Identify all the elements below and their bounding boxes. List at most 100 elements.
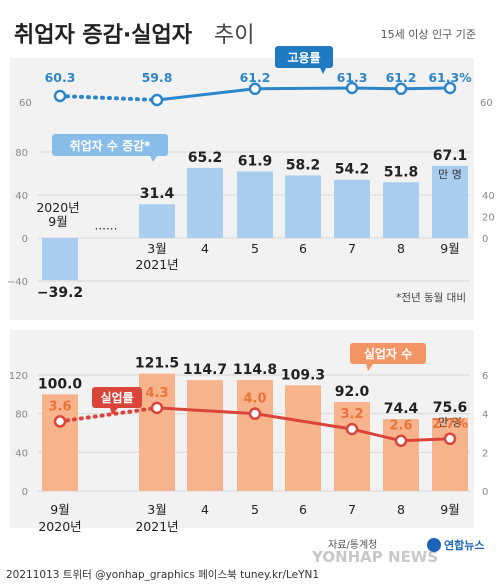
- employment-value-label: 51.8: [384, 164, 419, 180]
- gap-marker: ······: [95, 222, 118, 236]
- unemployment-rate-label: 4.3: [145, 386, 168, 401]
- rate-value-label: 61.3%: [428, 70, 472, 85]
- rate-value-label: 61.2: [240, 70, 271, 85]
- unemployment-value-label: 121.5: [135, 356, 179, 372]
- rate-value-label: 59.8: [142, 70, 173, 85]
- unemployment-y-tick: 80: [15, 410, 28, 421]
- footnote: *전년 동월 대비: [396, 292, 466, 304]
- unemployment-bar: [334, 402, 370, 491]
- unemployment-y-tick: 120: [9, 371, 28, 382]
- employment-unit-label: 만 명: [438, 168, 462, 181]
- employment-y-tick: −40: [7, 277, 28, 288]
- watermark: YONHAP NEWS: [311, 548, 438, 566]
- rate-value-label: 61.3: [337, 70, 368, 85]
- unemployment-rate-label: 2.6: [389, 419, 412, 434]
- unemployment-bar: [383, 419, 419, 491]
- employment-bar: [237, 171, 273, 238]
- logo-icon: [427, 538, 441, 552]
- rate-point: [394, 82, 408, 96]
- unemployment-rate-point: [443, 432, 457, 446]
- unemployment-rate-label: 3.6: [48, 399, 71, 414]
- rate-line-dotted: [58, 94, 159, 102]
- rate-legend-box: [275, 46, 333, 68]
- unemployment-rate-label: 2.7%: [432, 417, 468, 432]
- employment-y-tick-right: 0: [482, 234, 488, 245]
- unemployment-x-tick: 9월: [440, 502, 459, 517]
- employment-bar: [432, 165, 468, 238]
- rate-point: [345, 81, 359, 95]
- unemployment-x-tick: 8: [397, 502, 405, 517]
- employment-x-tick: 5: [251, 241, 259, 256]
- unemployment-x-tick: 7: [348, 502, 356, 517]
- employment-legend-box: [52, 134, 168, 156]
- employment-x-tick: 4: [201, 241, 209, 256]
- rate-y-tick-right: 60: [480, 98, 493, 109]
- unemployment-y-tick-right: 4: [482, 410, 488, 421]
- unemployment-x-tick: 5: [251, 502, 259, 517]
- rate-value-label: 61.2: [386, 70, 417, 85]
- rate-point: [443, 81, 457, 95]
- unemployment-rate-label: 3.2: [340, 407, 363, 422]
- employment-x-tick: 2020년: [36, 200, 79, 215]
- employment-x-tick: 3월: [147, 241, 166, 256]
- unemployment-rate-point: [150, 401, 164, 415]
- unemployment-x-tick: 9월: [50, 502, 69, 517]
- unemployment-rate-point: [345, 422, 359, 436]
- employment-x-tick: 9월: [440, 241, 459, 256]
- unemployment-value-label: 114.7: [183, 362, 227, 378]
- unemployment-y-tick-right: 2: [482, 448, 488, 459]
- unemployment-bar: [139, 373, 175, 491]
- employment-value-label: 67.1: [433, 148, 468, 164]
- employment-x-tick: 7: [348, 241, 356, 256]
- footer-credits: 20211013 트위터 @yonhap_graphics 페이스북 tuney…: [6, 568, 319, 581]
- unemployment-bar: [187, 380, 223, 491]
- unemployment-bar: [432, 417, 468, 491]
- unemployment-rate-point: [53, 415, 67, 428]
- employment-value-label: 58.2: [286, 157, 321, 173]
- unemployment-x-tick: 6: [299, 502, 307, 517]
- unemployment-rate-legend-box: [92, 387, 142, 408]
- employment-bar: [42, 238, 78, 281]
- employment-bar: [285, 175, 321, 238]
- rate-legend-pointer: [320, 68, 326, 74]
- unemployment-bar: [237, 380, 273, 491]
- page-title-light: 추이: [214, 23, 254, 48]
- employment-value-label: 61.9: [238, 153, 273, 169]
- employment-legend-pointer: [150, 156, 157, 162]
- employment-bar: [139, 204, 175, 238]
- rate-point: [150, 93, 164, 107]
- employment-x-tick: 8: [397, 241, 405, 256]
- employment-y-tick: 40: [15, 191, 28, 202]
- unemployment-rate-legend-label: 실업률: [100, 390, 133, 405]
- unemployment-y-tick-right: 6: [482, 371, 488, 382]
- unemployment-x-tick: 2021년: [135, 519, 178, 534]
- unemployment-rate-point: [248, 407, 262, 420]
- employment-bar: [383, 182, 419, 238]
- employment-legend-label: 취업자 수 증감*: [70, 138, 152, 153]
- unemployment-value-label: 92.0: [335, 384, 370, 400]
- rate-value-label: 60.3: [45, 70, 76, 85]
- employment-value-label: 65.2: [188, 150, 223, 166]
- unemployment-rate-label: 4.0: [243, 392, 266, 407]
- unemployment-unit-label: 만 명: [438, 416, 462, 429]
- employment-value-label: 31.4: [140, 186, 175, 202]
- unemployment-y-tick: 40: [15, 448, 28, 459]
- page-title: 취업자 증감·실업자: [14, 23, 193, 48]
- employment-value-label: 54.2: [335, 162, 370, 178]
- employment-x-tick: 6: [299, 241, 307, 256]
- unemployment-bar: [285, 385, 321, 491]
- unemployment-rate-legend-pointer: [110, 408, 118, 415]
- rate-point: [248, 82, 262, 96]
- unemployment-value-label: 100.0: [38, 376, 83, 392]
- unemployment-x-tick: 2020년: [38, 519, 81, 534]
- unemployment-value-label: 74.4: [384, 401, 419, 417]
- employment-y-tick-right: 40: [482, 191, 495, 202]
- unemployment-rate-point: [394, 434, 408, 447]
- rate-y-tick: 60: [19, 98, 32, 109]
- unemployment-rate-line-dotted: [58, 405, 159, 424]
- employment-bar: [187, 167, 223, 238]
- rate-point: [53, 89, 67, 103]
- yonhap-logo: 연합뉴스: [444, 538, 484, 552]
- unemployment-value-label: 114.8: [233, 362, 277, 378]
